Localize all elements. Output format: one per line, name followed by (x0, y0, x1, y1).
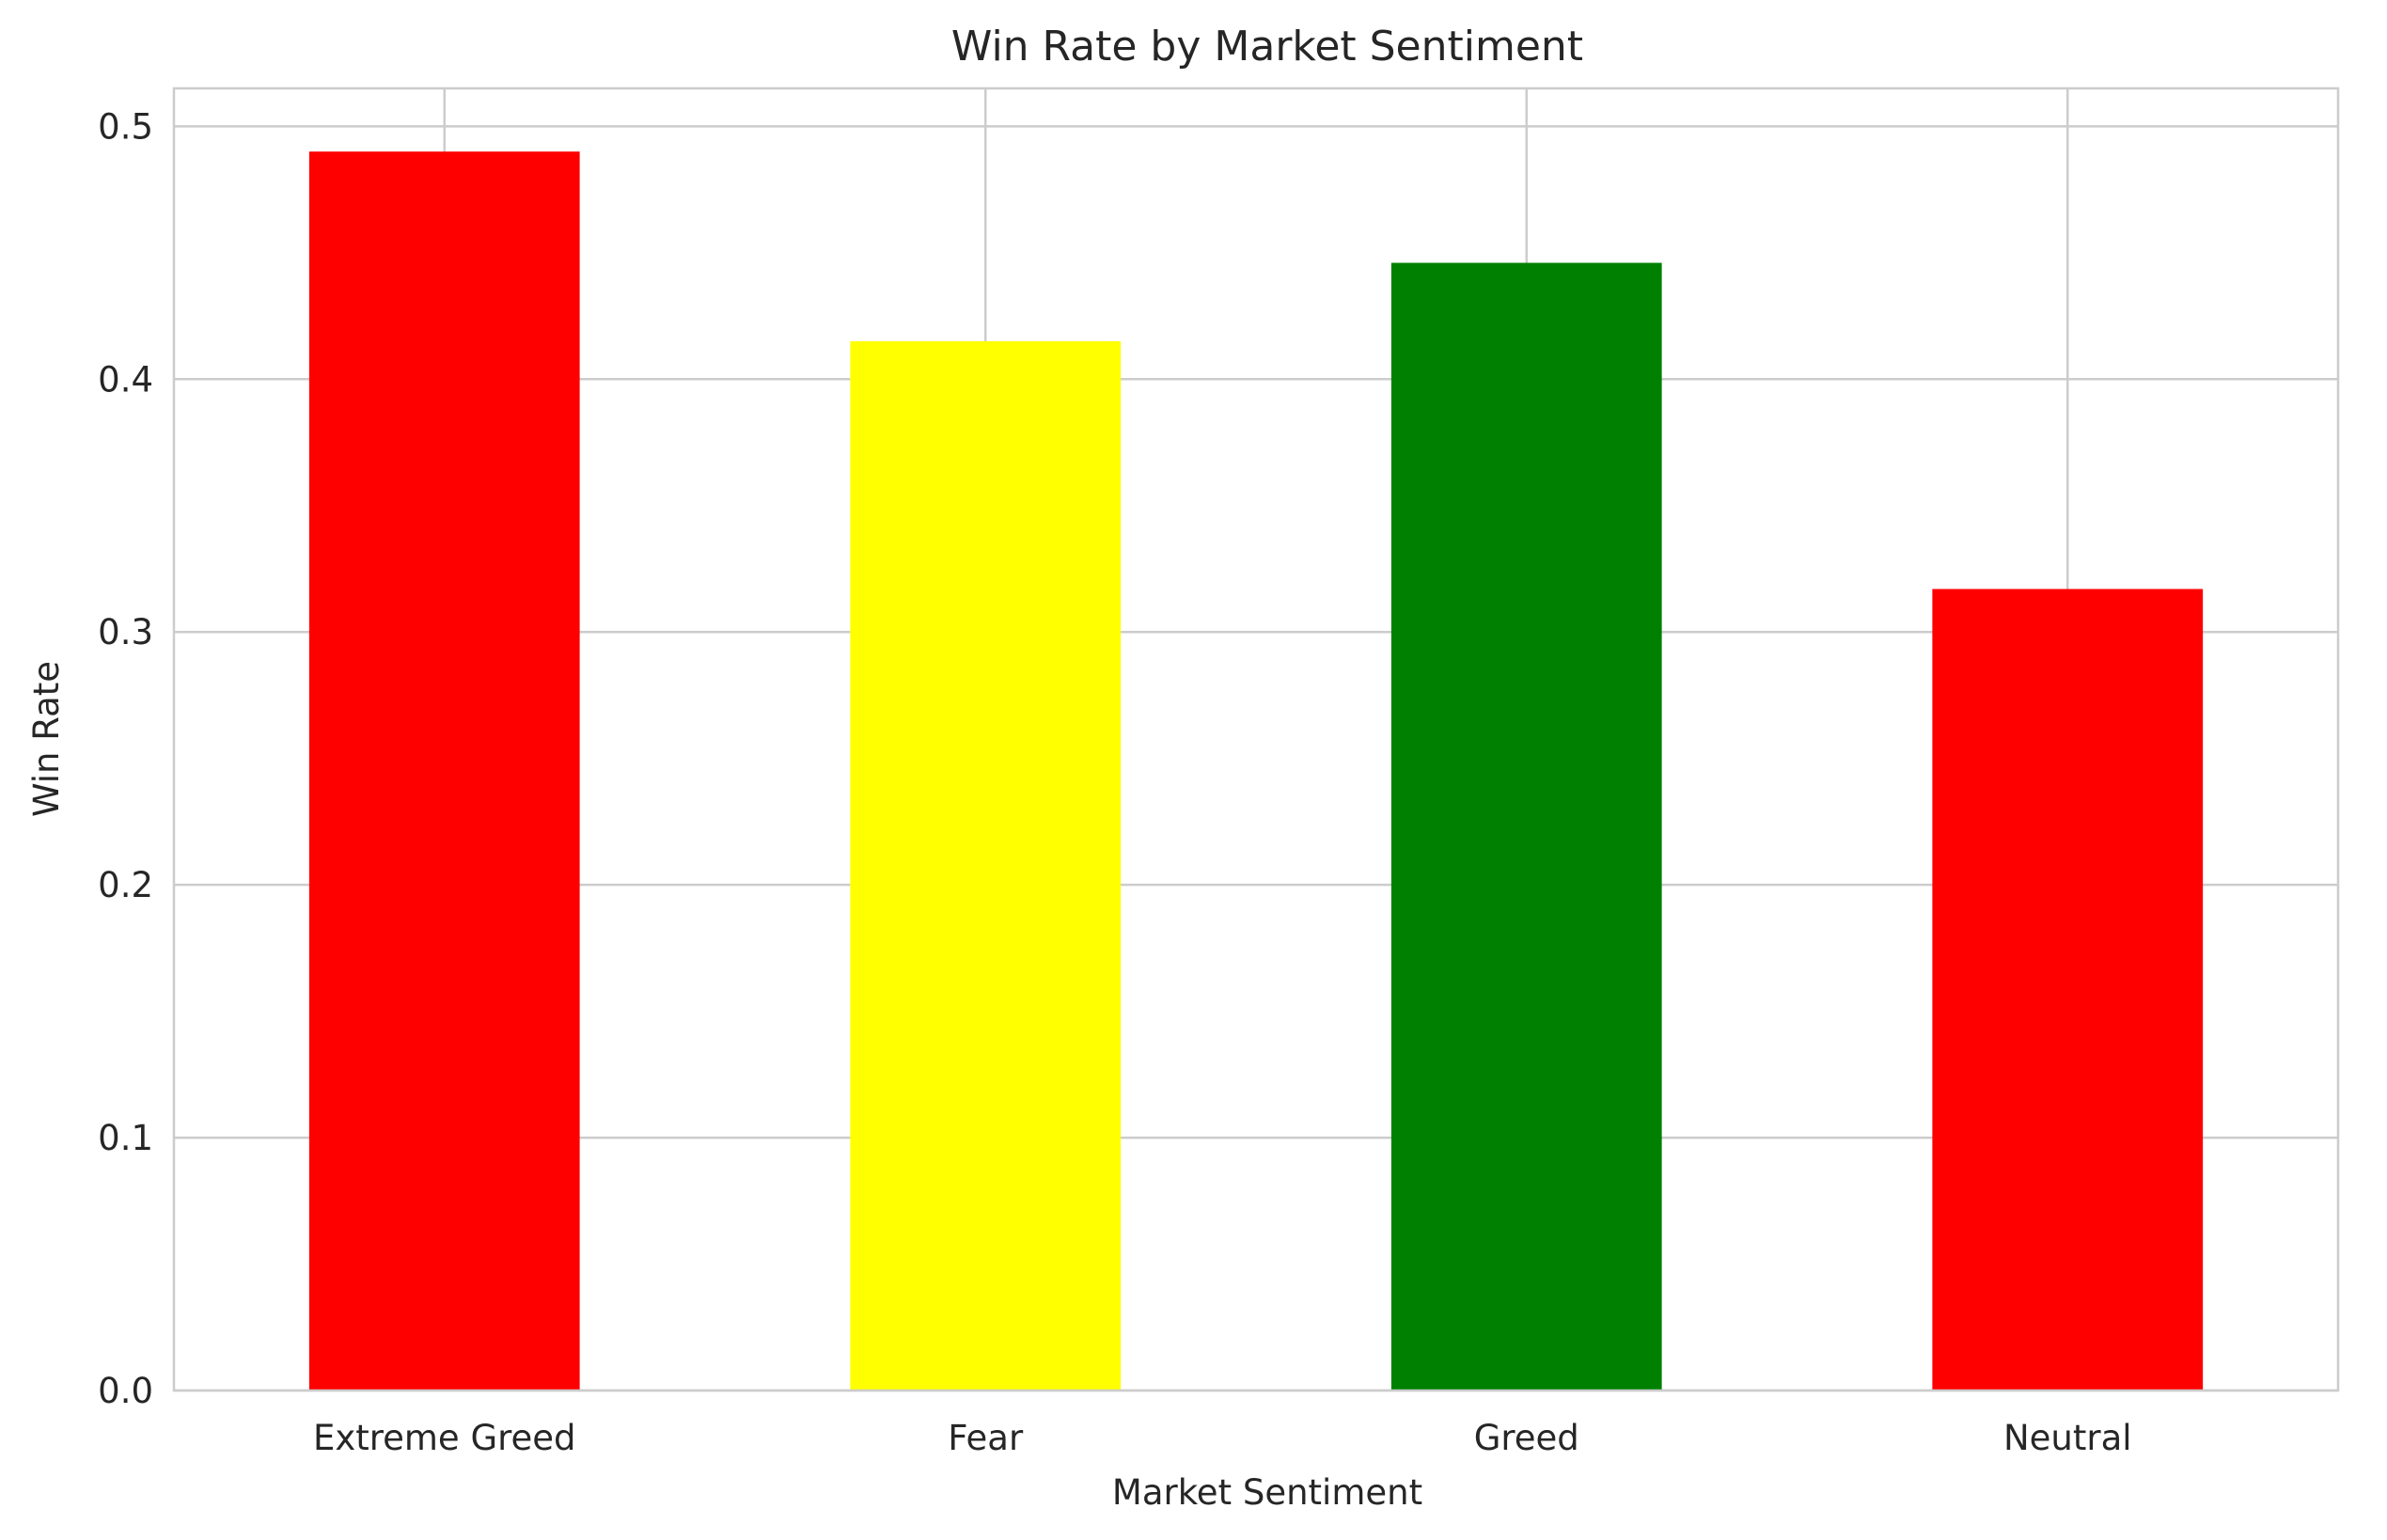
y-tick-label: 0.3 (98, 612, 153, 652)
y-tick-labels: 0.0 0.1 0.2 0.3 0.4 0.5 (98, 106, 153, 1411)
bar-fear (850, 340, 1122, 1391)
bars (308, 151, 2204, 1391)
y-tick-label: 0.5 (98, 106, 153, 147)
x-tick-label: Greed (1474, 1418, 1579, 1458)
y-axis-label: Win Rate (26, 661, 67, 817)
y-tick-label: 0.1 (98, 1118, 153, 1158)
x-tick-label: Fear (948, 1418, 1024, 1458)
y-tick-label: 0.4 (98, 359, 153, 400)
bar-extreme-greed (308, 151, 580, 1391)
bar-neutral (1932, 589, 2204, 1391)
y-tick-label: 0.0 (98, 1371, 153, 1411)
y-tick-label: 0.2 (98, 865, 153, 905)
x-tick-label: Extreme Greed (313, 1418, 576, 1458)
x-axis-label: Market Sentiment (1112, 1472, 1422, 1513)
plot-frame (172, 86, 2340, 1392)
x-tick-label: Neutral (2003, 1418, 2132, 1458)
x-tick-labels: Extreme Greed Fear Greed Neutral (313, 1418, 2132, 1458)
bar-greed (1390, 262, 1662, 1391)
chart-title: Win Rate by Market Sentiment (951, 23, 1583, 71)
